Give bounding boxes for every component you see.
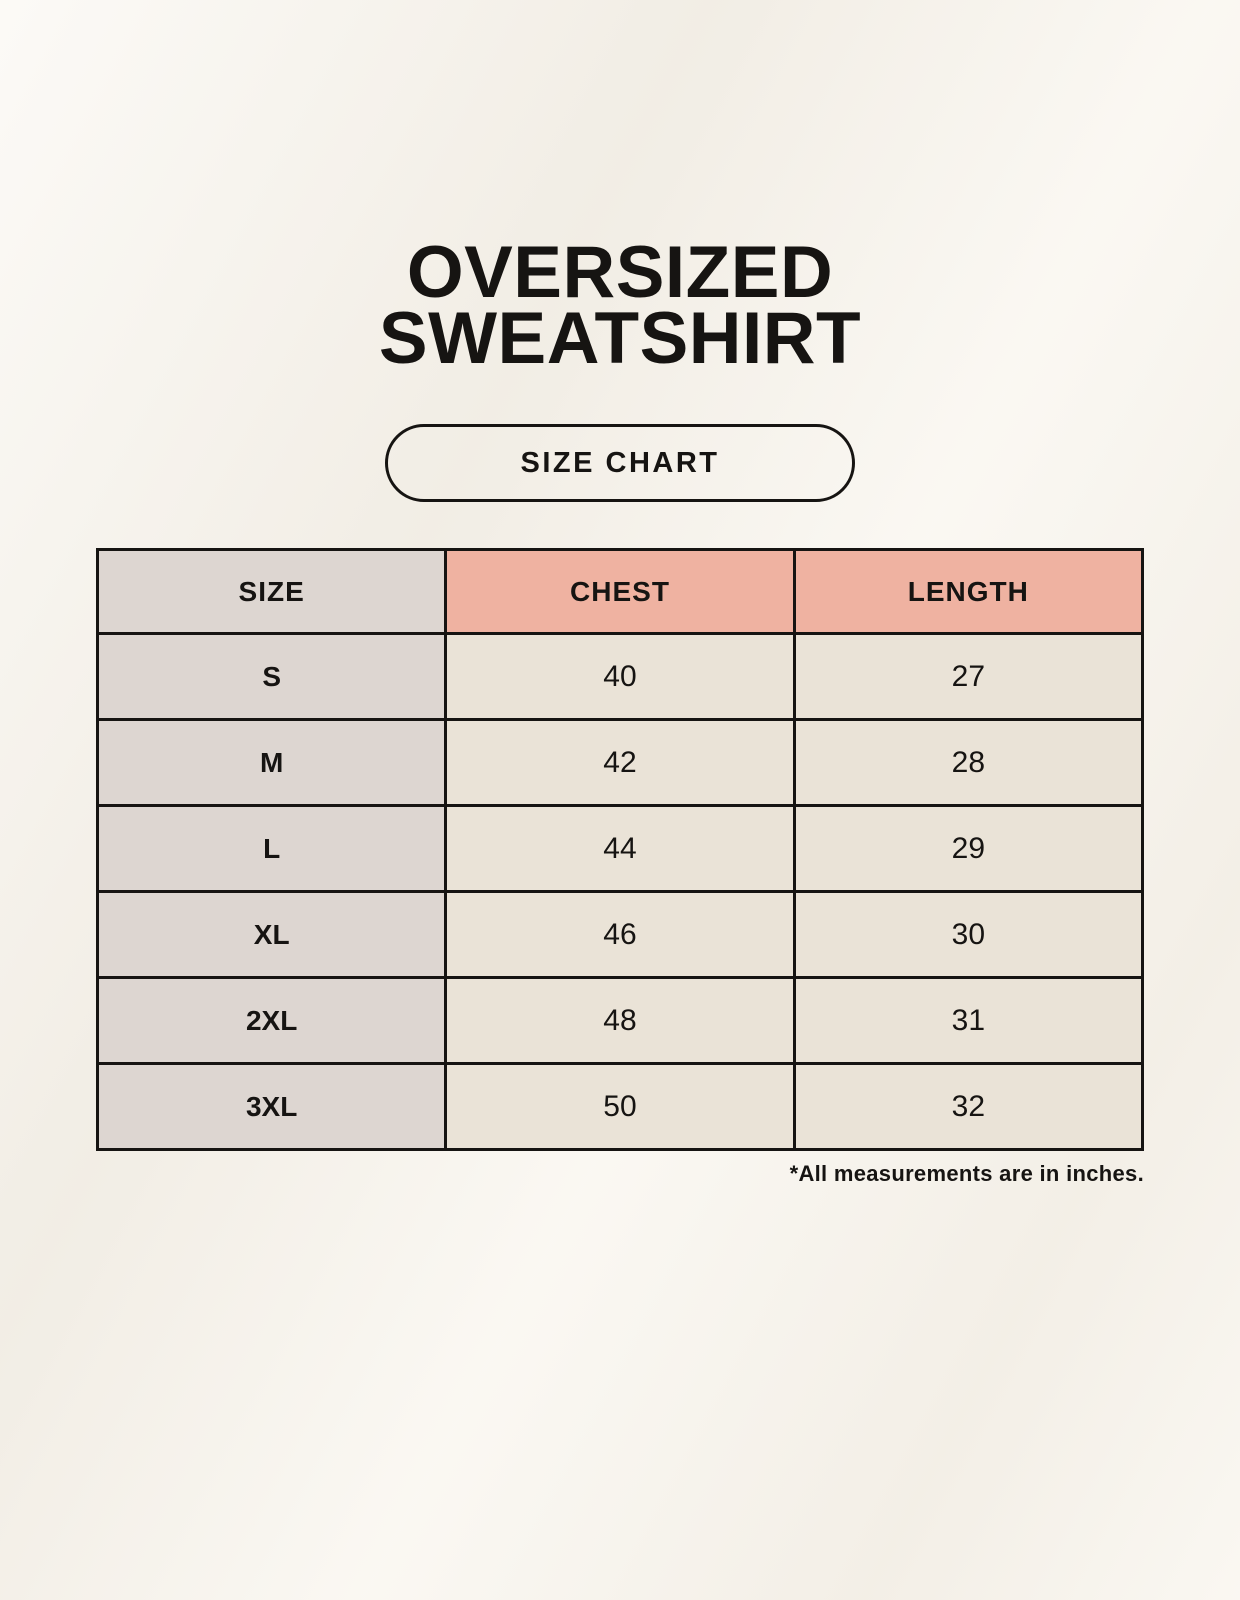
size-chart-table-body: S 40 27 M 42 28 L 44 29 XL 46 30 <box>95 632 1145 1151</box>
size-label: XL <box>95 890 448 979</box>
page-title-line-1: OVERSIZED <box>406 232 834 313</box>
size-chart-table: SIZE CHEST LENGTH S 40 27 M 42 28 L <box>95 548 1145 1151</box>
table-row-m: M 42 28 <box>95 718 1145 807</box>
length-value: 29 <box>792 804 1145 893</box>
column-header-size: SIZE <box>95 548 448 635</box>
chest-value: 44 <box>444 804 796 893</box>
length-value: 28 <box>792 718 1145 807</box>
size-label: M <box>95 718 448 807</box>
table-row-3xl: 3XL 50 32 <box>95 1062 1145 1151</box>
table-row-2xl: 2XL 48 31 <box>95 976 1145 1065</box>
length-value: 32 <box>792 1062 1145 1151</box>
table-row-s: S 40 27 <box>95 632 1145 721</box>
size-label: L <box>95 804 448 893</box>
size-chart-table-container: SIZE CHEST LENGTH S 40 27 M 42 28 L <box>95 548 1145 1151</box>
chest-value: 42 <box>444 718 796 807</box>
page-title-line-2: SWEATSHIRT <box>378 298 862 379</box>
header-row: SIZE CHEST LENGTH <box>95 548 1145 635</box>
size-label: S <box>95 632 448 721</box>
table-row-l: L 44 29 <box>95 804 1145 893</box>
length-value: 30 <box>792 890 1145 979</box>
chest-value: 50 <box>444 1062 796 1151</box>
chest-value: 48 <box>444 976 796 1065</box>
size-chart-badge-label: SIZE CHART <box>520 446 720 479</box>
measurements-footnote: *All measurements are in inches. <box>789 1161 1144 1186</box>
table-row-xl: XL 46 30 <box>95 890 1145 979</box>
size-label: 2XL <box>95 976 448 1065</box>
chest-value: 40 <box>444 632 796 721</box>
size-chart-table-header: SIZE CHEST LENGTH <box>95 548 1145 635</box>
page-title: OVERSIZED SWEATSHIRT <box>0 0 1240 375</box>
length-value: 27 <box>792 632 1145 721</box>
chest-value: 46 <box>444 890 796 979</box>
size-chart-badge: SIZE CHART <box>385 424 855 502</box>
length-value: 31 <box>792 976 1145 1065</box>
column-header-chest: CHEST <box>444 548 796 635</box>
column-header-length: LENGTH <box>792 548 1145 635</box>
size-label: 3XL <box>95 1062 448 1151</box>
